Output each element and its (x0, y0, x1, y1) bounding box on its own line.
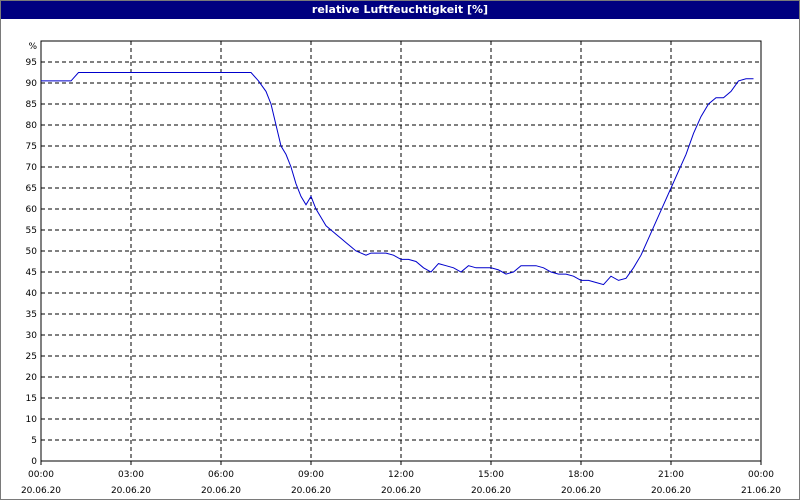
y-tick-label: 50 (26, 247, 38, 257)
y-tick-label: 85 (26, 100, 37, 110)
x-tick-date-label: 20.06.20 (471, 486, 511, 496)
x-tick-date-label: 21.06.20 (741, 486, 781, 496)
y-tick-label: 70 (26, 163, 38, 173)
x-tick-time-label: 06:00 (208, 470, 234, 480)
y-tick-label: 75 (26, 142, 37, 152)
x-tick-date-label: 20.06.20 (381, 486, 421, 496)
y-tick-label: 10 (26, 415, 38, 425)
x-tick-time-label: 18:00 (568, 470, 594, 480)
y-tick-label: 20 (26, 373, 38, 383)
humidity-series-line (41, 72, 754, 286)
y-tick-label: 30 (26, 331, 38, 341)
y-tick-label: 35 (26, 310, 37, 320)
x-tick-time-label: 15:00 (478, 470, 504, 480)
y-tick-label: 90 (26, 79, 38, 89)
y-tick-label: 65 (26, 184, 37, 194)
y-tick-label: 45 (26, 268, 37, 278)
y-tick-label: 95 (26, 58, 37, 68)
x-tick-date-label: 20.06.20 (561, 486, 601, 496)
x-tick-date-label: 20.06.20 (21, 486, 61, 496)
x-tick-time-label: 00:00 (748, 470, 774, 480)
chart-title: relative Luftfeuchtigkeit [%] (1, 1, 799, 19)
x-tick-time-label: 00:00 (28, 470, 54, 480)
x-tick-time-label: 12:00 (388, 470, 414, 480)
y-tick-label: 5 (31, 436, 37, 446)
x-tick-date-label: 20.06.20 (201, 486, 241, 496)
y-tick-label: 80 (26, 121, 38, 131)
x-tick-time-label: 03:00 (118, 470, 144, 480)
x-tick-time-label: 09:00 (298, 470, 324, 480)
x-tick-date-label: 20.06.20 (291, 486, 331, 496)
y-tick-label: 15 (26, 394, 37, 404)
y-tick-label: 40 (26, 289, 38, 299)
y-tick-label: 25 (26, 352, 37, 362)
x-tick-date-label: 20.06.20 (111, 486, 151, 496)
x-tick-date-label: 20.06.20 (651, 486, 691, 496)
y-tick-label: 55 (26, 226, 37, 236)
y-tick-label: 60 (26, 205, 38, 215)
y-tick-label: 0 (31, 457, 37, 467)
x-tick-time-label: 21:00 (658, 470, 684, 480)
y-axis-label: % (28, 42, 37, 52)
